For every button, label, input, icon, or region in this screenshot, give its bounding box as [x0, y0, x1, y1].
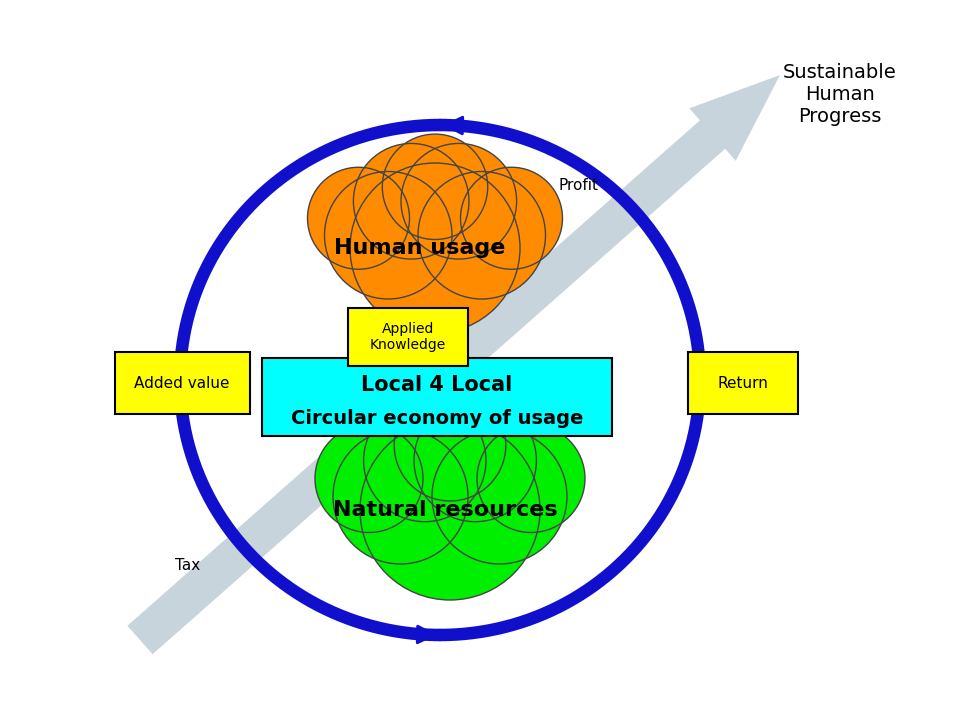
Text: Local 4 Local: Local 4 Local [361, 375, 513, 395]
Polygon shape [128, 75, 780, 654]
Text: Circular economy of usage: Circular economy of usage [291, 408, 583, 428]
Text: Profit: Profit [558, 178, 598, 192]
Text: Added value: Added value [134, 376, 229, 390]
FancyBboxPatch shape [262, 358, 612, 436]
Text: Tax: Tax [175, 557, 201, 572]
Text: Natural resources: Natural resources [333, 500, 558, 520]
Text: Human usage: Human usage [334, 238, 506, 258]
FancyBboxPatch shape [115, 352, 250, 414]
Text: Return: Return [717, 376, 768, 390]
FancyBboxPatch shape [348, 308, 468, 366]
Text: Applied
Knowledge: Applied Knowledge [370, 322, 446, 352]
FancyBboxPatch shape [688, 352, 798, 414]
Text: Sustainable
Human
Progress: Sustainable Human Progress [783, 63, 897, 127]
